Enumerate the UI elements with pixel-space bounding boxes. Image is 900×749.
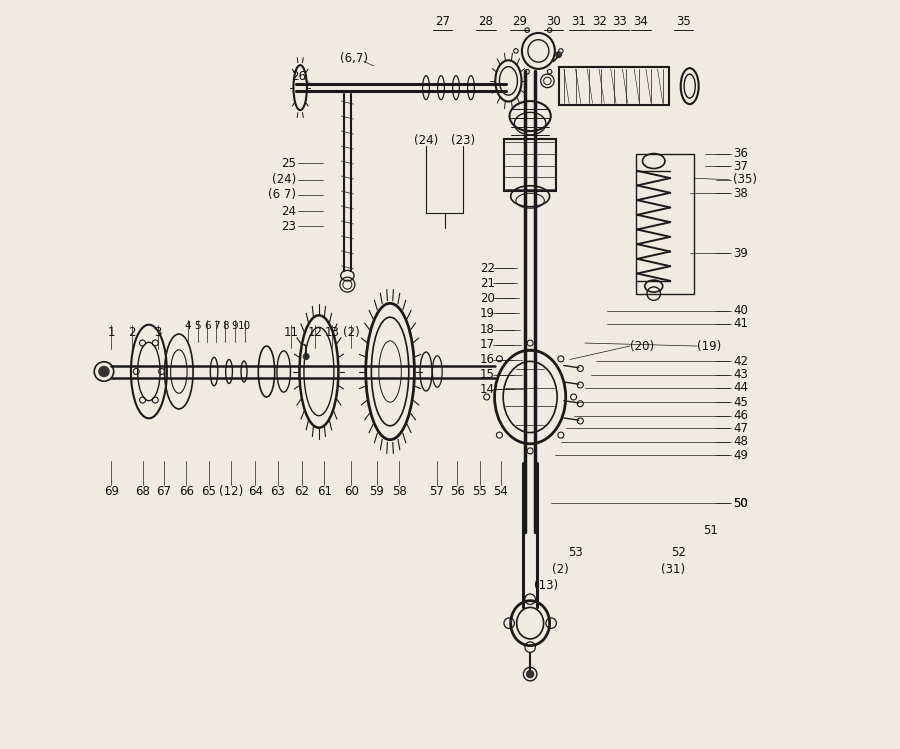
Text: 48: 48: [734, 435, 748, 449]
Text: 10: 10: [238, 321, 251, 330]
Text: 17: 17: [480, 338, 495, 351]
Text: 68: 68: [136, 485, 150, 498]
Text: 30: 30: [546, 16, 561, 28]
Text: 24: 24: [282, 204, 296, 218]
Text: 46: 46: [734, 409, 748, 422]
Text: 11: 11: [284, 326, 299, 339]
Text: (2): (2): [343, 326, 359, 339]
Text: 12: 12: [308, 326, 323, 339]
Text: 22: 22: [480, 261, 495, 275]
Circle shape: [303, 354, 310, 360]
Text: 7: 7: [213, 321, 220, 330]
Text: 32: 32: [592, 16, 608, 28]
Text: 38: 38: [734, 187, 748, 200]
Circle shape: [526, 670, 534, 678]
Text: 9: 9: [231, 321, 239, 330]
Text: 34: 34: [634, 16, 648, 28]
Text: 4: 4: [184, 321, 191, 330]
Text: 44: 44: [734, 381, 748, 395]
Text: (13): (13): [534, 579, 558, 592]
Text: (24): (24): [414, 134, 438, 148]
Text: 61: 61: [317, 485, 332, 498]
Text: 37: 37: [734, 160, 748, 173]
Text: (31): (31): [662, 562, 685, 576]
Text: 6: 6: [204, 321, 211, 330]
Text: (6,7): (6,7): [340, 52, 368, 65]
Text: 33: 33: [612, 16, 626, 28]
Text: (20): (20): [630, 339, 654, 353]
Text: 21: 21: [480, 276, 495, 290]
Circle shape: [99, 366, 109, 377]
Text: 56: 56: [450, 485, 465, 498]
Text: 66: 66: [179, 485, 194, 498]
Text: 36: 36: [734, 147, 748, 160]
Text: 26: 26: [292, 70, 306, 83]
Text: 31: 31: [572, 16, 586, 28]
Text: 42: 42: [734, 354, 748, 368]
Text: (19): (19): [698, 339, 722, 353]
Text: 49: 49: [734, 449, 748, 462]
Text: 39: 39: [734, 246, 748, 260]
Text: 64: 64: [248, 485, 263, 498]
Text: 57: 57: [429, 485, 444, 498]
Text: 23: 23: [282, 219, 296, 233]
Text: 67: 67: [157, 485, 171, 498]
Text: 13: 13: [324, 326, 339, 339]
Text: 19: 19: [480, 306, 495, 320]
Text: 55: 55: [472, 485, 487, 498]
Text: 69: 69: [104, 485, 119, 498]
Text: 16: 16: [480, 353, 495, 366]
Text: 58: 58: [392, 485, 407, 498]
Text: (23): (23): [452, 134, 475, 148]
Text: 20: 20: [480, 291, 495, 305]
Text: 28: 28: [479, 16, 493, 28]
Text: 51: 51: [703, 524, 718, 537]
Text: 59: 59: [369, 485, 384, 498]
Text: 53: 53: [569, 546, 583, 560]
Text: 25: 25: [282, 157, 296, 170]
Text: 43: 43: [734, 368, 748, 381]
Text: 50: 50: [734, 497, 748, 510]
Text: 2: 2: [128, 326, 135, 339]
Text: 60: 60: [344, 485, 358, 498]
Text: 50: 50: [734, 497, 748, 510]
Text: 47: 47: [734, 422, 748, 435]
Text: 27: 27: [435, 16, 450, 28]
Circle shape: [555, 52, 562, 58]
Text: 14: 14: [480, 383, 495, 396]
Text: 52: 52: [671, 546, 686, 560]
Text: 62: 62: [294, 485, 310, 498]
Text: 45: 45: [734, 395, 748, 409]
Text: 65: 65: [202, 485, 216, 498]
Bar: [504, 139, 556, 191]
Text: (24): (24): [272, 173, 296, 187]
Text: 3: 3: [154, 326, 162, 339]
Text: 1: 1: [108, 326, 115, 339]
Text: 5: 5: [194, 321, 201, 330]
Text: 54: 54: [493, 485, 508, 498]
Text: 29: 29: [512, 16, 527, 28]
Text: 18: 18: [480, 323, 495, 336]
Bar: [559, 67, 670, 105]
Text: (12): (12): [220, 485, 243, 498]
Text: 40: 40: [734, 304, 748, 318]
Text: (35): (35): [734, 173, 757, 187]
Text: (2): (2): [553, 562, 569, 576]
Text: 35: 35: [676, 16, 691, 28]
Bar: [635, 154, 694, 294]
Text: 8: 8: [222, 321, 229, 330]
Text: 15: 15: [480, 368, 495, 381]
Text: (6 7): (6 7): [268, 188, 296, 201]
Text: 41: 41: [734, 317, 748, 330]
Text: 63: 63: [270, 485, 285, 498]
